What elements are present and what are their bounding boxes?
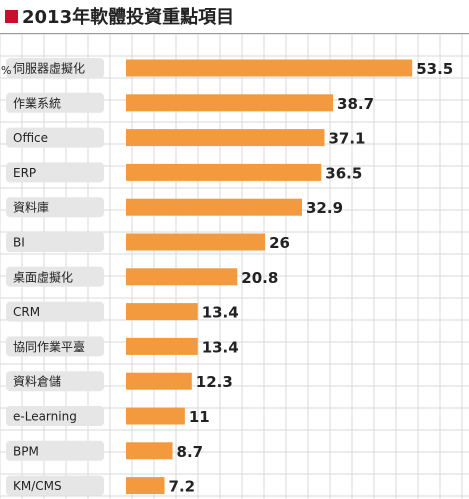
- bar-row: CRM 13.4: [6, 301, 239, 322]
- data-label: 53.5: [416, 60, 453, 78]
- data-label: 12.3: [196, 373, 233, 391]
- bar-row: KM/CMS 7.2: [6, 475, 196, 496]
- bar-chart: 伺服器虛擬化 53.5% 作業系統 38.7 Office 37.1 ERP 36.5 資料庫 3…: [0, 34, 469, 499]
- chart-header: 2013年軟體投資重點項目: [0, 0, 469, 32]
- data-label: 13.4: [202, 338, 239, 356]
- bar-row: 協同作業平臺 13.4: [6, 336, 239, 357]
- bar-row: 資料倉儲 12.3: [6, 371, 233, 392]
- bar: [126, 268, 238, 286]
- category-label: e-Learning: [13, 410, 77, 424]
- data-label: 13.4: [202, 304, 239, 322]
- title-marker: [5, 9, 18, 23]
- category-label-box: [6, 162, 104, 183]
- category-label-box: [6, 406, 104, 426]
- category-label-box: [6, 127, 104, 148]
- bar: [126, 442, 173, 460]
- data-label: 7.2: [169, 478, 196, 496]
- bar: [126, 129, 325, 147]
- category-label: 協同作業平臺: [13, 339, 85, 354]
- category-label-box: [6, 58, 104, 78]
- bar-row: e-Learning 11: [6, 406, 210, 426]
- bar-row: 伺服器虛擬化 53.5%: [1, 58, 453, 78]
- data-label-unit: %: [1, 64, 11, 77]
- category-label: BI: [13, 236, 25, 250]
- bar: [126, 372, 192, 390]
- category-label-box: [6, 232, 104, 252]
- category-label: 作業系統: [13, 96, 61, 110]
- data-label: 26: [269, 234, 290, 252]
- category-label: Office: [13, 131, 48, 145]
- category-label-box: [6, 266, 104, 287]
- data-label: 32.9: [306, 199, 343, 217]
- category-label: 資料倉儲: [13, 374, 61, 389]
- bar-row: BPM 8.7: [6, 440, 204, 461]
- bar: [126, 407, 185, 425]
- category-label: BPM: [13, 444, 39, 458]
- data-label: 38.7: [337, 95, 374, 113]
- category-label: KM/CMS: [13, 479, 62, 493]
- data-label: 37.1: [328, 130, 365, 148]
- data-label: 20.8: [241, 269, 278, 287]
- category-label-box: [6, 92, 104, 113]
- chart-title: 2013年軟體投資重點項目: [22, 7, 235, 28]
- category-label: 桌面虛擬化: [13, 269, 73, 284]
- data-label: 11: [189, 408, 210, 426]
- bar-row: Office 37.1: [6, 127, 366, 148]
- grid: [0, 34, 469, 499]
- category-label-box: [6, 336, 104, 357]
- category-label-box: [6, 197, 104, 218]
- bar: [126, 163, 322, 181]
- bar: [126, 94, 334, 112]
- bar: [126, 303, 198, 321]
- data-label: 36.5: [325, 164, 362, 182]
- bar-row: 作業系統 38.7: [6, 92, 374, 113]
- category-label: ERP: [13, 166, 36, 180]
- category-label: CRM: [13, 305, 40, 319]
- bar: [126, 198, 303, 216]
- bar: [126, 337, 198, 355]
- category-label: 資料庫: [13, 201, 49, 215]
- category-label-box: [6, 371, 104, 392]
- category-label-box: [6, 440, 104, 461]
- category-label-box: [6, 301, 104, 322]
- bar-row: BI 26: [6, 232, 290, 252]
- data-label: 8.7: [177, 443, 204, 461]
- bar-row: 桌面虛擬化 20.8: [6, 266, 278, 287]
- bar-row: 資料庫 32.9: [6, 197, 343, 218]
- bar: [126, 477, 165, 495]
- bar: [126, 59, 413, 77]
- category-label: 伺服器虛擬化: [13, 61, 85, 76]
- bar-row: ERP 36.5: [6, 162, 362, 183]
- category-label-box: [6, 475, 104, 496]
- bar: [126, 233, 266, 251]
